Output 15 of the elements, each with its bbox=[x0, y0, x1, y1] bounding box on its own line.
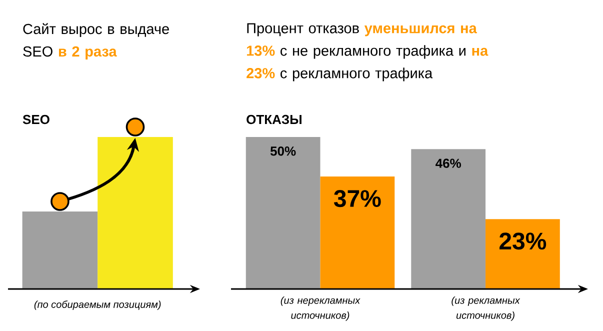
bar bbox=[486, 219, 560, 289]
data-label: 23% bbox=[500, 232, 546, 250]
chart-subtitle: SEO bbox=[22, 114, 50, 124]
chart-title: Сайт вырос в выдаче SEO в 2 раза bbox=[23, 23, 169, 60]
x-tick-label: (из рекламных источников) bbox=[452, 296, 520, 321]
bar bbox=[246, 136, 320, 289]
data-label: 37% bbox=[334, 190, 381, 208]
bar bbox=[411, 149, 486, 289]
x-tick-label: (из нерекламных источников) bbox=[280, 296, 360, 321]
x-axis-title: (по собираемым позициям) bbox=[34, 300, 161, 310]
data-label: 46% bbox=[436, 158, 461, 168]
data-label: 50% bbox=[270, 146, 296, 156]
chart-title: Процент отказов уменьшился на 13% с не рекламного трафика и на 23% с рекламного трафика bbox=[246, 23, 488, 82]
bar bbox=[320, 176, 395, 289]
chart-subtitle: ОТКАЗЫ bbox=[246, 114, 302, 124]
